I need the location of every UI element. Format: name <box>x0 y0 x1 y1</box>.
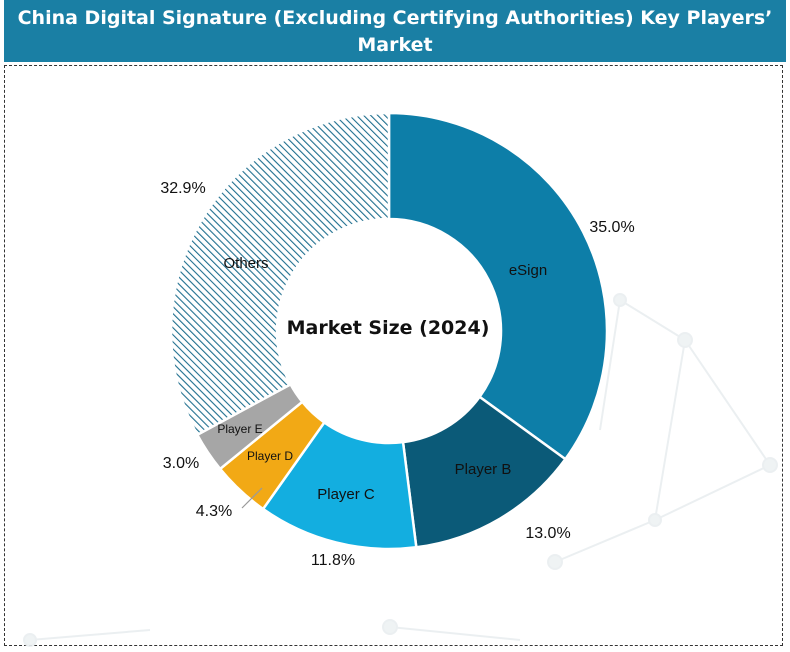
donut-slices <box>169 111 609 551</box>
value-label-others: 32.9% <box>160 180 205 197</box>
chart-title-line-1: China Digital Signature (Excluding Certi… <box>17 7 773 56</box>
player-d-leader-line <box>241 487 263 509</box>
slice-labels: eSign 35.0% Player B 13.0% Player C 11.8% Play… <box>160 180 634 569</box>
center-label: Market Size (2024) <box>287 317 490 339</box>
background-network-decoration <box>23 293 778 647</box>
value-label-player-e: 3.0% <box>163 455 199 472</box>
slice-label-player-e: Player E <box>217 422 262 436</box>
slice-label-player-b: Player B <box>455 461 512 478</box>
chart-title-line-2: Share (%), 2024 <box>308 61 482 83</box>
chart-frame <box>4 65 783 646</box>
chart-title: China Digital Signature (Excluding Certi… <box>4 0 786 83</box>
slice-esign <box>387 111 609 461</box>
value-label-esign: 35.0% <box>589 219 634 236</box>
slice-others <box>169 111 391 437</box>
slice-label-others: Others <box>223 255 268 272</box>
slice-label-player-d: Player D <box>247 449 293 463</box>
value-label-player-b: 13.0% <box>525 525 570 542</box>
slice-label-esign: eSign <box>509 262 547 279</box>
value-label-player-d: 4.3% <box>196 503 232 520</box>
value-label-player-c: 11.8% <box>311 552 355 569</box>
slice-label-player-c: Player C <box>317 486 375 503</box>
